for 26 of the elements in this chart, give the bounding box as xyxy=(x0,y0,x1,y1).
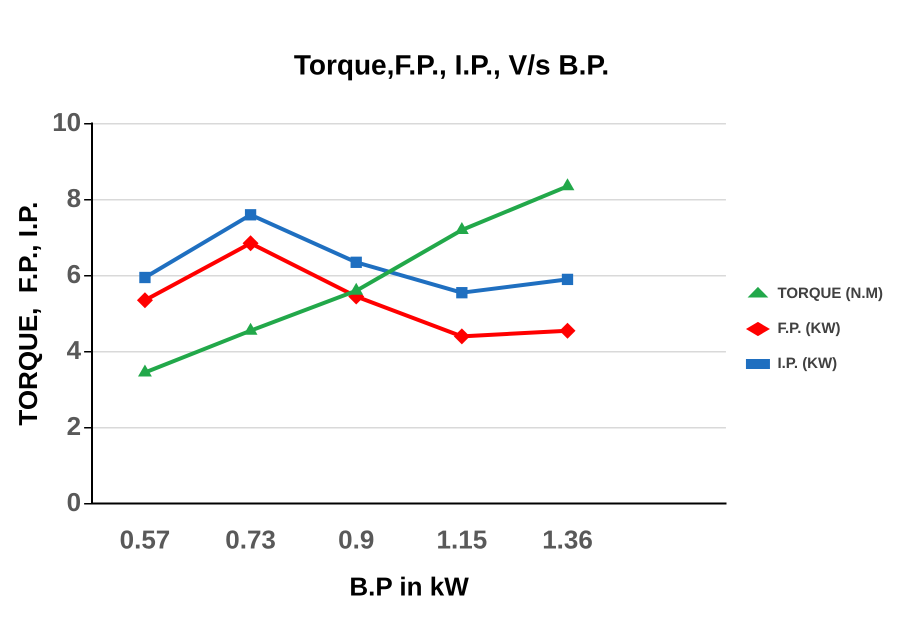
y-tick-label: 4 xyxy=(66,334,82,365)
legend-label: I.P. (KW) xyxy=(777,355,838,372)
x-tick-label: 1.15 xyxy=(436,524,488,554)
x-axis-title: B.P in kW xyxy=(349,572,470,602)
point xyxy=(456,287,468,298)
legend-label: F.P. (KW) xyxy=(777,320,841,338)
y-tick-label: 6 xyxy=(66,258,82,289)
y-tick-label: 0 xyxy=(66,486,82,517)
y-axis-title: TORQUE, F.P., I.P. xyxy=(12,202,43,426)
x-tick-label: 0.57 xyxy=(120,524,170,554)
x-tick-label: 0.73 xyxy=(225,524,276,554)
point xyxy=(139,272,151,284)
point xyxy=(559,322,576,339)
y-tick-label: 8 xyxy=(66,182,82,213)
point xyxy=(242,235,259,252)
y-tick-label: 2 xyxy=(66,410,82,441)
y-tick-label: 10 xyxy=(52,106,82,137)
point xyxy=(244,209,256,220)
point xyxy=(350,256,362,268)
point xyxy=(136,292,153,308)
chart-title: Torque,F.P., I.P., V/s B.P. xyxy=(294,50,610,81)
legend-label: TORQUE (N.M) xyxy=(777,285,884,302)
x-tick-label: 0.9 xyxy=(338,524,374,554)
point xyxy=(562,274,574,286)
point xyxy=(454,328,470,344)
x-tick-label: 1.36 xyxy=(542,524,593,554)
